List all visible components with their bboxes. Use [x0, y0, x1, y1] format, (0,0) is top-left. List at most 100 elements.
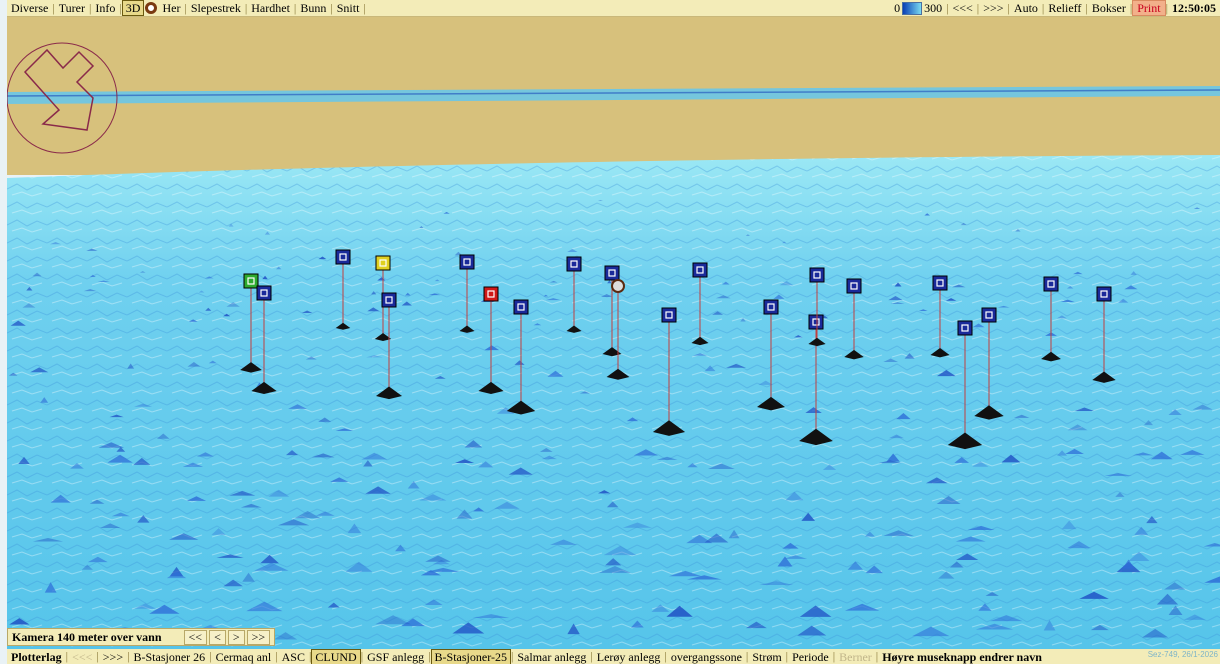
station-marker-m22[interactable]	[1092, 286, 1116, 383]
seabed-shade	[740, 318, 746, 322]
legend-max: 300	[924, 0, 943, 15]
station-marker-m16[interactable]	[808, 267, 826, 347]
seabed-shade	[294, 511, 321, 519]
layer-item-4[interactable]: Cermaq anl	[215, 649, 272, 664]
station-marker-m2[interactable]	[251, 285, 277, 395]
next-button[interactable]: >>>	[983, 1, 1004, 15]
camera-back-button[interactable]: <	[209, 629, 226, 645]
station-marker-m8[interactable]	[506, 299, 536, 415]
marker-square-icon	[692, 262, 708, 278]
menu-info[interactable]: Info	[95, 1, 116, 15]
seabed-shade	[1073, 271, 1083, 275]
seabed-shade	[434, 279, 440, 282]
layer-item-7[interactable]: GSF anlegg	[367, 649, 425, 664]
seabed-shade	[242, 572, 255, 582]
marker-inner	[379, 259, 387, 267]
layer-item-2[interactable]: >>>	[102, 649, 124, 664]
station-marker-m7[interactable]	[478, 286, 504, 395]
seabed-shade	[419, 225, 424, 229]
seabed-shade	[865, 565, 883, 574]
layer-item-14[interactable]: Berner	[839, 649, 872, 664]
bokser-button[interactable]: Bokser	[1091, 1, 1126, 15]
seabed-shade	[127, 363, 135, 369]
station-marker-m14[interactable]	[757, 299, 785, 411]
layer-item-0[interactable]: Plotterlag	[11, 649, 62, 664]
print-button[interactable]: Print	[1132, 0, 1166, 16]
seabed-shade	[426, 567, 460, 572]
seabed-shade	[1130, 271, 1137, 275]
station-marker-m12[interactable]	[652, 307, 686, 436]
station-marker-m3[interactable]	[335, 249, 351, 330]
menu-slepestrek[interactable]: Slepestrek	[190, 1, 241, 15]
menu-snitt[interactable]: Snitt	[336, 1, 360, 15]
seabed-shade	[134, 403, 153, 407]
layer-item-11[interactable]: overgangssone	[670, 649, 742, 664]
seabed-shade	[375, 615, 411, 625]
seabed-shade	[797, 625, 827, 636]
layer-item-1[interactable]: <<<	[72, 649, 93, 664]
station-marker-m21[interactable]	[1041, 276, 1061, 362]
station-marker-m18[interactable]	[930, 275, 950, 358]
station-marker-m15[interactable]	[799, 314, 833, 446]
seabed-shade	[669, 570, 702, 577]
menu-3d[interactable]: 3D	[121, 0, 145, 16]
prev-button[interactable]: <<<	[952, 1, 973, 15]
marker-square-icon	[375, 255, 391, 271]
station-marker-m10[interactable]	[602, 265, 622, 357]
station-marker-m11[interactable]	[606, 279, 630, 380]
seabed-shade	[133, 457, 151, 465]
seabed-shade	[603, 545, 637, 556]
station-marker-m6[interactable]	[459, 254, 475, 333]
station-marker-m4[interactable]	[374, 255, 392, 341]
marker-square-icon	[661, 307, 677, 323]
camera-fast-back-button[interactable]: <<	[183, 629, 208, 645]
relieff-button[interactable]: Relieff	[1048, 1, 1082, 15]
layer-item-3[interactable]: B-Stasjoner 26	[133, 649, 206, 664]
seabed-shade	[367, 307, 380, 312]
marker-inner	[985, 311, 993, 319]
seabed-shade	[918, 309, 928, 311]
layer-item-5[interactable]: ASC	[281, 649, 305, 664]
seabed-shade	[1090, 624, 1109, 631]
menu-diverse[interactable]: Diverse	[11, 1, 49, 15]
layer-item-9[interactable]: Salmar anlegg	[517, 649, 587, 664]
seabed-shade	[452, 622, 485, 634]
menu-her[interactable]: Her	[162, 1, 181, 15]
marker-square-icon	[335, 249, 351, 265]
seabed-shade	[1156, 593, 1179, 605]
seabed-shade	[1204, 576, 1220, 583]
camera-forward-button[interactable]: >	[227, 629, 245, 645]
terrain-3d-view[interactable]	[7, 0, 1220, 664]
station-marker-m9[interactable]	[566, 256, 582, 333]
top-toolbar: Diverse | Turer | Info | 3D Her | Slepestrek…	[7, 0, 1220, 17]
seabed-shade	[86, 248, 98, 251]
station-marker-m13[interactable]	[691, 262, 709, 346]
seabed-shade	[198, 290, 205, 293]
auto-button[interactable]: Auto	[1013, 1, 1038, 15]
layer-item-8[interactable]: B-Stasjoner-25	[430, 649, 511, 664]
marker-square-icon	[256, 285, 272, 301]
seabed-shade	[223, 313, 231, 317]
menu-bunn[interactable]: Bunn	[300, 1, 327, 15]
seabed-shade	[890, 302, 905, 304]
layer-item-6[interactable]: CLUND	[311, 649, 361, 664]
compass-icon[interactable]	[7, 42, 118, 154]
layer-item-12[interactable]: Strøm	[752, 649, 782, 664]
station-marker-m17[interactable]	[844, 278, 864, 360]
station-marker-m19[interactable]	[947, 320, 983, 450]
marker-base	[606, 368, 630, 380]
marker-base	[240, 362, 262, 373]
layer-item-13[interactable]: Periode	[792, 649, 829, 664]
seabed-shade	[1193, 207, 1201, 209]
station-marker-m20[interactable]	[974, 307, 1004, 420]
marker-base	[478, 381, 504, 395]
menu-turer[interactable]: Turer	[58, 1, 85, 15]
layer-item-10[interactable]: Lerøy anlegg	[596, 649, 661, 664]
station-marker-m1[interactable]	[240, 273, 262, 373]
camera-fast-forward-button[interactable]: >>	[246, 629, 271, 645]
menu-hardhet[interactable]: Hardhet	[251, 1, 290, 15]
target-icon[interactable]	[145, 2, 158, 14]
station-marker-m5[interactable]	[375, 292, 403, 400]
seabed-shade	[262, 275, 268, 280]
layer-item-15[interactable]: Høyre museknapp endrer navn	[882, 649, 1042, 664]
